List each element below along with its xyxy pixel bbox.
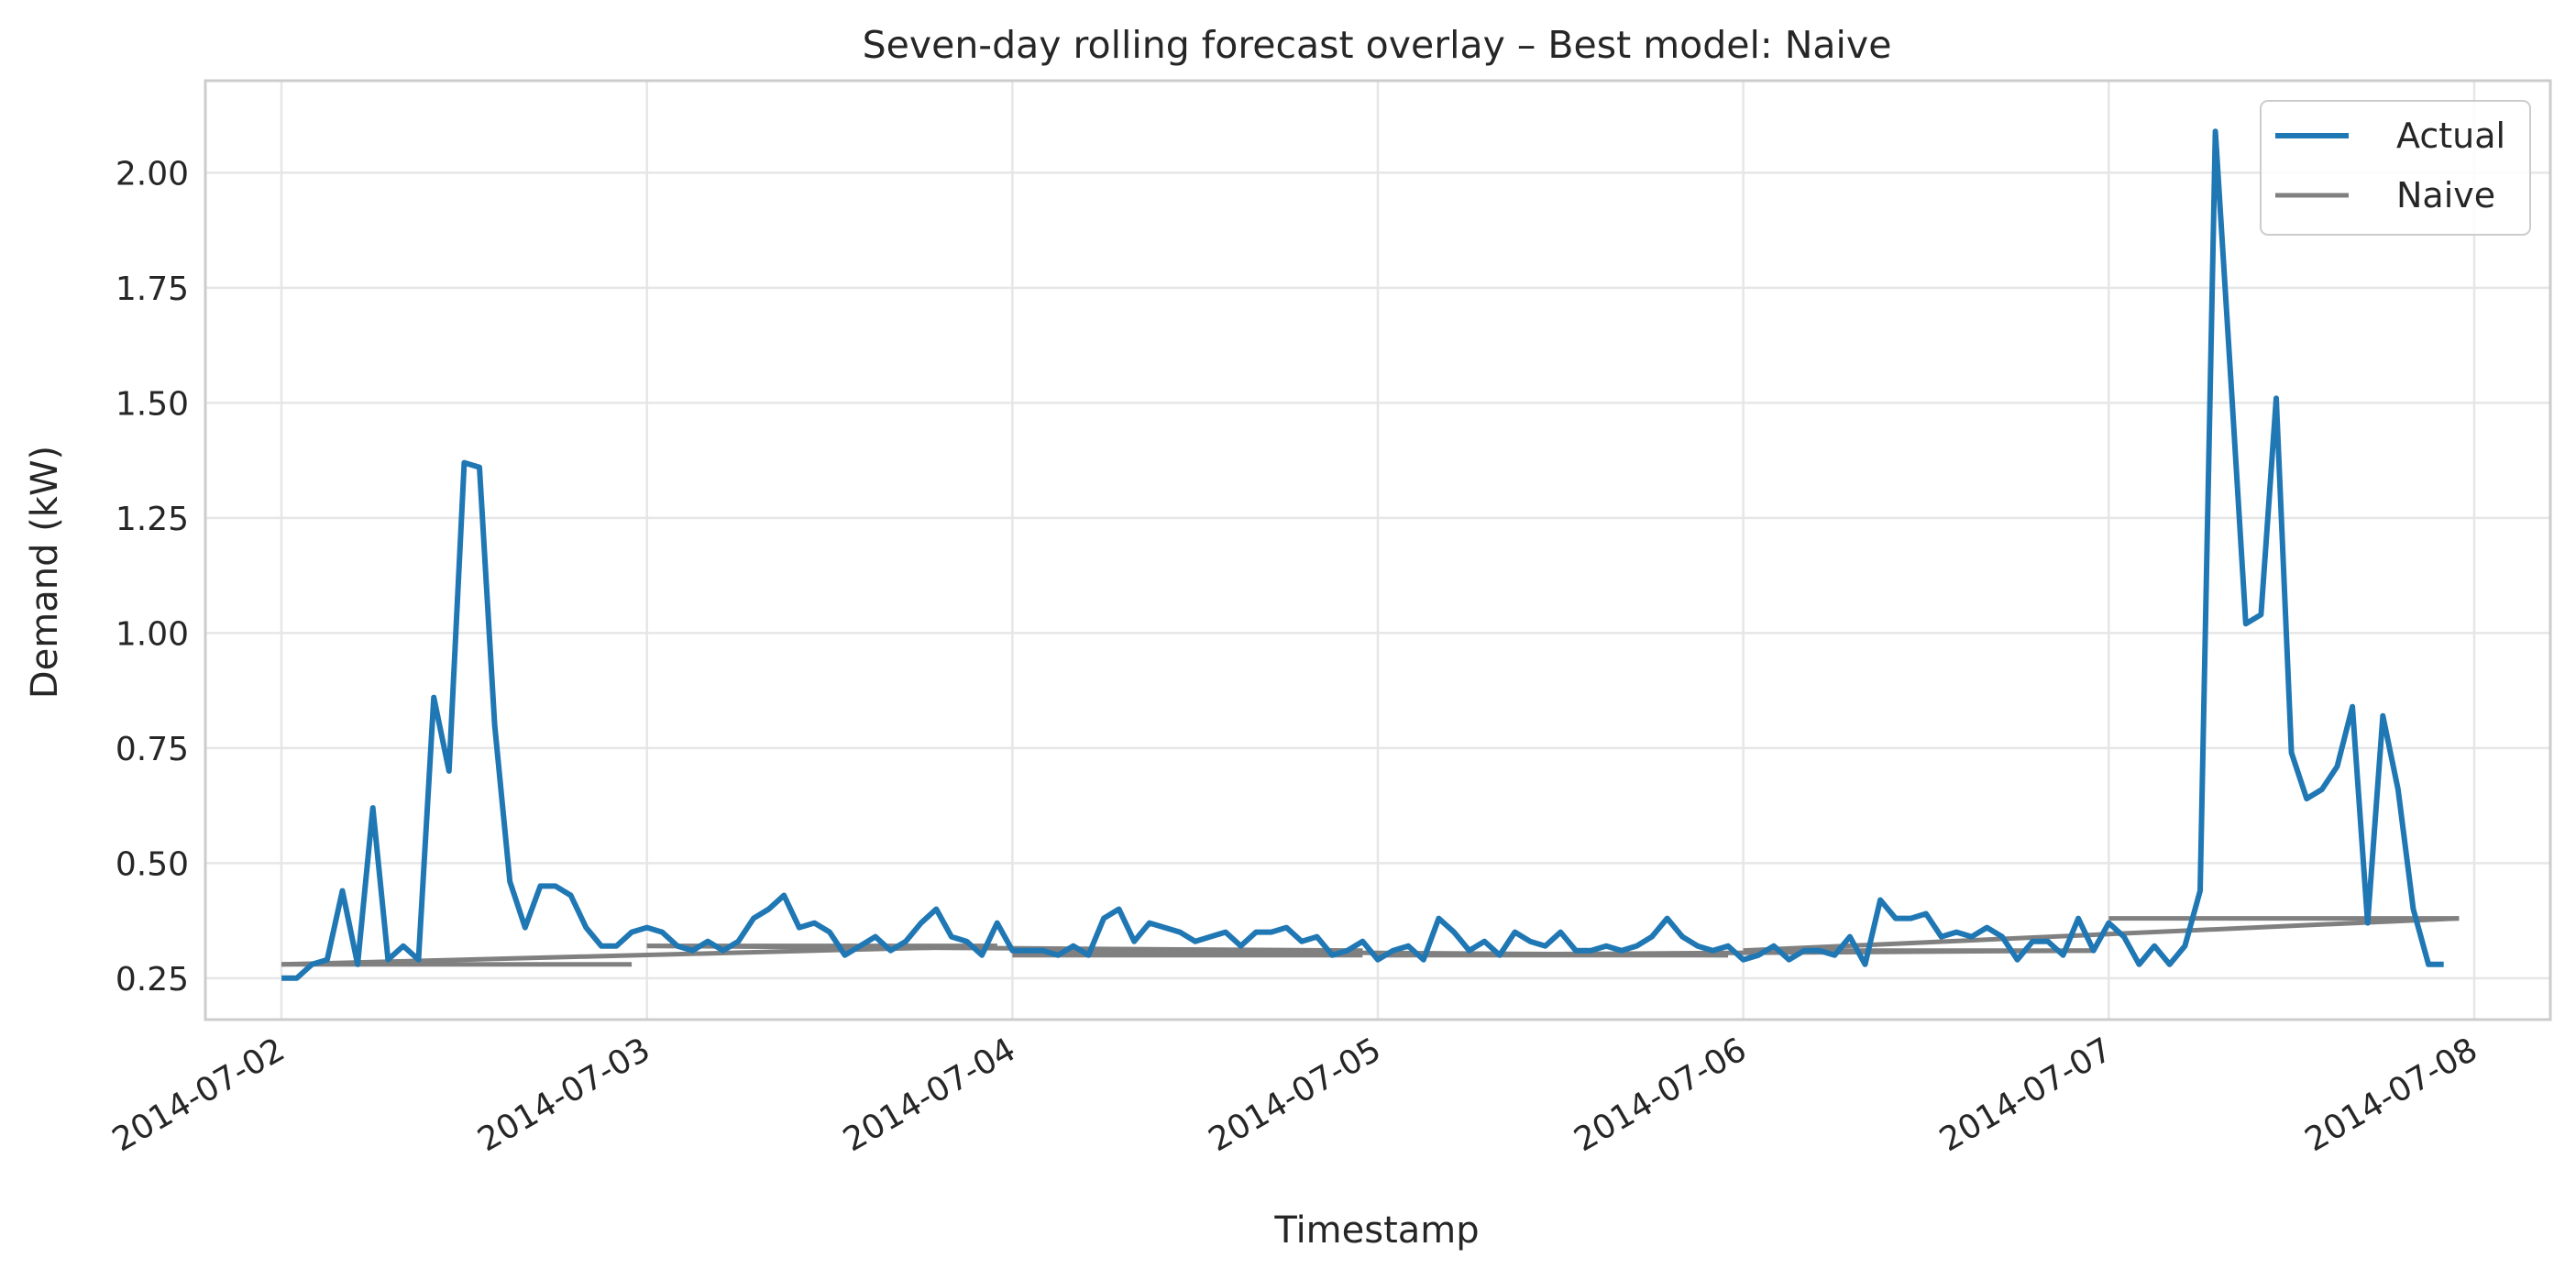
- plot-frame: [204, 79, 2552, 1021]
- chart-title: Seven-day rolling forecast overlay – Bes…: [863, 23, 1892, 67]
- y-tick-labels: 0.25 0.50 0.75 1.00 1.25 1.50 1.75 2.00: [116, 155, 189, 998]
- y-axis-title: Demand (kW): [24, 446, 66, 699]
- y-tick-label: 1.25: [116, 501, 189, 538]
- y-tick-label: 0.75: [116, 731, 189, 768]
- y-tick-label: 1.00: [116, 615, 189, 653]
- y-tick-label: 0.25: [116, 961, 189, 999]
- x-axis-title: Timestamp: [1273, 1209, 1479, 1252]
- y-tick-label: 0.50: [116, 845, 189, 883]
- y-tick-label: 1.75: [116, 270, 189, 308]
- legend: Actual Naive: [2260, 100, 2531, 236]
- actual-series: [281, 128, 2444, 981]
- grid: [205, 81, 2550, 1020]
- y-tick-label: 1.50: [116, 385, 189, 423]
- y-tick-label: 2.00: [116, 155, 189, 193]
- actual-line: [281, 128, 2444, 981]
- legend-label-actual: Actual: [2396, 116, 2505, 156]
- legend-label-naive: Naive: [2396, 175, 2495, 215]
